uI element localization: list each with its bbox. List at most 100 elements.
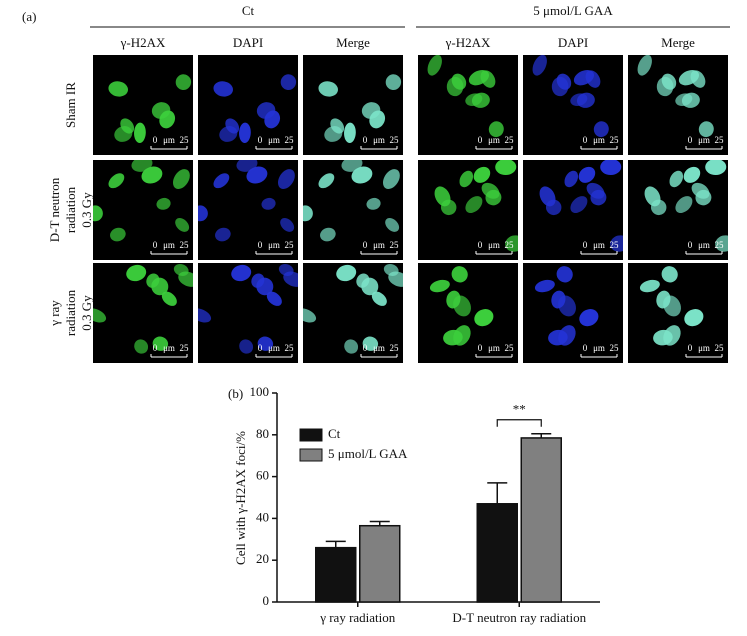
- nucleus: [231, 264, 252, 282]
- nucleus: [361, 102, 381, 119]
- scale-end: 25: [180, 343, 190, 353]
- legend-swatch: [299, 448, 323, 462]
- group-title: 5 μmol/L GAA: [533, 3, 613, 18]
- nucleus: [473, 166, 491, 183]
- nucleus: [382, 169, 400, 190]
- micrograph: 0 μm 25: [628, 55, 728, 155]
- scale-start: 0: [478, 240, 483, 250]
- micrograph: 0 μm 25: [93, 160, 193, 260]
- nucleus: [213, 173, 230, 189]
- micrograph: 0 μm 25: [303, 55, 403, 155]
- scale-start: 0: [363, 343, 368, 353]
- bar: [359, 524, 401, 603]
- scale-end: 25: [180, 135, 190, 145]
- scale-end: 25: [505, 135, 515, 145]
- nucleus: [344, 122, 356, 144]
- scale-end: 25: [505, 240, 515, 250]
- nucleus: [488, 121, 504, 138]
- scale-end: 25: [715, 135, 725, 145]
- nucleus: [356, 273, 370, 288]
- legend-label: 5 μmol/L GAA: [328, 446, 408, 461]
- nucleus: [388, 271, 403, 287]
- nucleus: [146, 273, 160, 288]
- nucleus: [451, 73, 467, 90]
- micrograph: 0 μm 25: [198, 55, 298, 155]
- nucleus: [579, 309, 599, 327]
- nucleus: [362, 336, 379, 351]
- scale-unit: μm: [268, 135, 280, 145]
- micrograph: 0 μm 25: [303, 160, 403, 260]
- nucleus: [653, 329, 673, 346]
- nucleus: [283, 271, 298, 287]
- y-tick-label: 20: [256, 551, 269, 566]
- nucleus: [280, 217, 295, 232]
- nucleus: [198, 205, 208, 222]
- scale-unit: μm: [593, 240, 605, 250]
- nucleus: [705, 160, 727, 176]
- nucleus: [556, 266, 573, 283]
- scale-unit: μm: [593, 343, 605, 353]
- nucleus: [261, 197, 276, 210]
- scale-unit: μm: [488, 343, 500, 353]
- bar: [520, 437, 562, 603]
- scale-start: 0: [583, 135, 588, 145]
- scale-end: 25: [715, 343, 725, 353]
- scale-start: 0: [363, 135, 368, 145]
- nucleus: [108, 173, 125, 189]
- nucleus: [172, 169, 190, 190]
- nucleus: [650, 199, 667, 216]
- micrograph: 0 μm 25: [628, 263, 728, 363]
- y-tick-label: 100: [250, 384, 270, 399]
- nucleus: [151, 102, 171, 119]
- y-tick-label: 60: [256, 468, 269, 483]
- nucleus: [134, 122, 146, 144]
- nucleus: [318, 81, 339, 97]
- nucleus: [610, 235, 623, 252]
- y-tick-label: 80: [256, 426, 269, 441]
- nucleus: [453, 295, 471, 317]
- nucleus: [93, 308, 107, 323]
- scale-start: 0: [688, 240, 693, 250]
- micrograph: 0 μm 25: [628, 160, 728, 260]
- nucleus: [532, 55, 547, 76]
- scale-unit: μm: [373, 240, 385, 250]
- nucleus: [578, 166, 596, 183]
- micrograph: 0 μm 25: [523, 160, 623, 260]
- scale-start: 0: [688, 343, 693, 353]
- scale-unit: μm: [163, 240, 175, 250]
- scale-start: 0: [583, 343, 588, 353]
- nucleus: [131, 160, 153, 172]
- scale-start: 0: [478, 135, 483, 145]
- scale-end: 25: [285, 135, 295, 145]
- scale-unit: μm: [698, 343, 710, 353]
- channel-title: Merge: [661, 35, 695, 50]
- row-label: radiation: [63, 289, 78, 336]
- nucleus: [161, 291, 177, 306]
- nucleus: [239, 122, 251, 144]
- bar: [476, 503, 518, 603]
- micrograph: 0 μm 25: [418, 160, 518, 260]
- scale-end: 25: [390, 240, 400, 250]
- nucleus: [178, 271, 193, 287]
- row-label: 0.3 Gy: [79, 192, 94, 228]
- nucleus: [213, 81, 234, 97]
- nucleus: [669, 170, 684, 188]
- nucleus: [257, 336, 274, 351]
- scale-unit: μm: [488, 135, 500, 145]
- scale-end: 25: [390, 343, 400, 353]
- nucleus: [320, 227, 336, 242]
- legend-swatch: [299, 428, 323, 442]
- nucleus: [385, 74, 402, 90]
- y-axis-label: Cell with γ-H2AX foci/%: [233, 431, 248, 565]
- nucleus: [661, 73, 677, 90]
- group-title: Ct: [242, 3, 255, 18]
- nucleus: [440, 199, 457, 216]
- nucleus: [303, 205, 313, 222]
- scale-start: 0: [153, 343, 158, 353]
- scale-start: 0: [153, 135, 158, 145]
- nucleus: [698, 121, 714, 138]
- scale-end: 25: [285, 240, 295, 250]
- y-tick-label: 0: [263, 593, 270, 608]
- row-label: 0.3 Gy: [79, 295, 94, 331]
